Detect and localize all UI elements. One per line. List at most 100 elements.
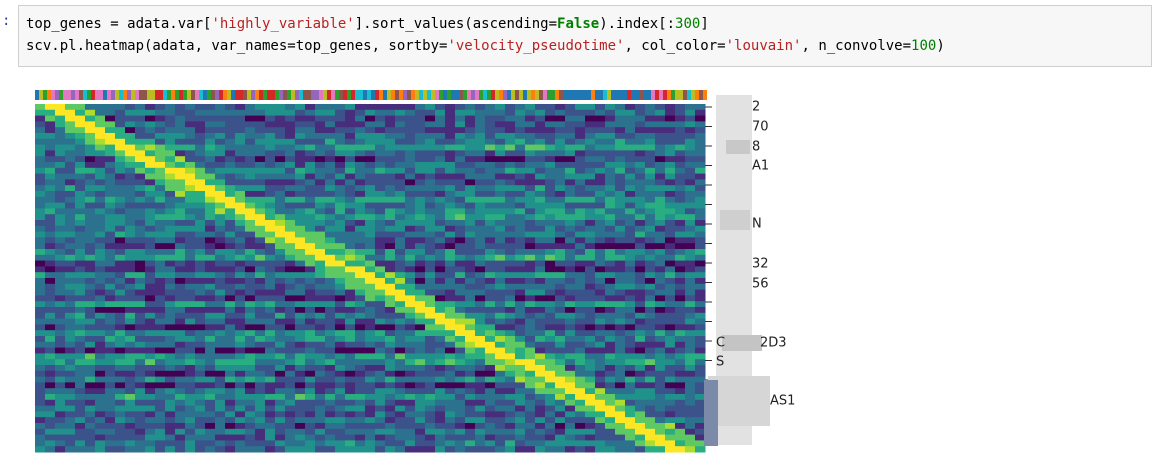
heat-cell (45, 347, 56, 354)
heat-cell (505, 324, 516, 331)
heat-cell (475, 208, 486, 215)
heat-cell (175, 225, 186, 233)
heat-cell (505, 312, 516, 320)
heat-cell (615, 167, 626, 175)
blur (704, 380, 718, 446)
heat-cell (265, 440, 276, 447)
heat-cell (335, 162, 346, 169)
heat-cell (245, 370, 256, 378)
heat-cell (565, 446, 576, 453)
heat-cell (565, 411, 576, 418)
color-strip (403, 90, 407, 100)
heat-cell (335, 318, 346, 325)
heat-cell (435, 121, 446, 128)
heat-cell (355, 318, 366, 325)
heat-cell (275, 434, 286, 441)
heat-cell (585, 127, 596, 134)
heat-cell (465, 225, 476, 233)
heat-cell (45, 324, 56, 331)
heat-cell (145, 121, 156, 128)
heat-cell (295, 249, 306, 256)
heat-cell (395, 208, 406, 215)
heat-cell (355, 428, 366, 436)
heat-cell (515, 260, 526, 267)
heat-cell (195, 399, 206, 407)
heat-cell (525, 376, 536, 383)
heat-cell (515, 237, 526, 244)
heat-cell (545, 272, 556, 279)
heat-cell (635, 278, 646, 285)
heat-cell (255, 295, 266, 302)
heat-cell (625, 388, 636, 395)
heat-cell (45, 109, 56, 117)
heat-cell (655, 312, 666, 320)
color-strip (267, 90, 271, 100)
heat-cell (345, 202, 356, 209)
heat-cell (655, 249, 666, 256)
heat-cell (75, 411, 86, 418)
heat-cell (35, 318, 46, 325)
heat-cell (405, 370, 416, 378)
heat-cell (195, 191, 206, 198)
heat-cell (35, 162, 46, 169)
heat-cell (635, 237, 646, 244)
heat-cell (645, 191, 656, 198)
heat-cell (315, 121, 326, 128)
heat-cell (665, 405, 676, 412)
heat-cell (115, 405, 126, 412)
heat-cell (515, 156, 526, 163)
heat-cell (605, 138, 616, 146)
code-cell[interactable]: top_genes = adata.var['highly_variable']… (18, 5, 1152, 67)
heat-cell (555, 446, 566, 453)
heat-cell (245, 243, 256, 250)
heat-cell (495, 115, 506, 122)
heat-cell (335, 359, 346, 366)
heat-cell (45, 214, 56, 221)
heat-cell (245, 423, 256, 430)
heat-cell (245, 417, 256, 424)
heat-cell (215, 133, 226, 140)
heat-cell (545, 405, 556, 412)
heat-cell (425, 411, 436, 418)
heat-cell (505, 208, 516, 215)
heat-cell (425, 423, 436, 430)
heat-cell (355, 109, 366, 117)
heat-cell (495, 138, 506, 146)
heat-cell (285, 318, 296, 325)
heat-cell (375, 225, 386, 233)
heat-cell (465, 365, 476, 372)
heat-cell (535, 394, 546, 401)
gene-label: 8 (752, 140, 760, 155)
heat-cell (175, 376, 186, 383)
heat-cell (475, 324, 486, 331)
heat-cell (305, 214, 316, 221)
heat-cell (505, 405, 516, 412)
color-strip (503, 90, 507, 100)
heat-cell (495, 301, 506, 308)
heat-cell (625, 353, 636, 360)
heat-cell (255, 127, 266, 134)
heat-cell (55, 272, 66, 279)
heat-cell (575, 208, 586, 215)
heat-cell (285, 336, 296, 343)
heat-cell (385, 318, 396, 325)
heat-cell (165, 295, 176, 302)
heat-cell (175, 341, 186, 349)
heat-cell (695, 283, 706, 291)
heat-cell (35, 254, 46, 262)
heat-cell (185, 312, 196, 320)
heat-cell (555, 405, 566, 412)
heat-cell (335, 214, 346, 221)
heat-cell (195, 179, 206, 186)
heat-cell (195, 237, 206, 244)
heat-cell (35, 191, 46, 198)
heat-cell (185, 231, 196, 238)
heat-cell (485, 272, 496, 279)
heat-cell (375, 336, 386, 343)
heat-cell (135, 202, 146, 209)
heat-cell (275, 214, 286, 221)
heat-cell (285, 359, 296, 366)
heat-cell (195, 347, 206, 354)
heat-cell (125, 104, 136, 111)
heat-cell (345, 399, 356, 407)
